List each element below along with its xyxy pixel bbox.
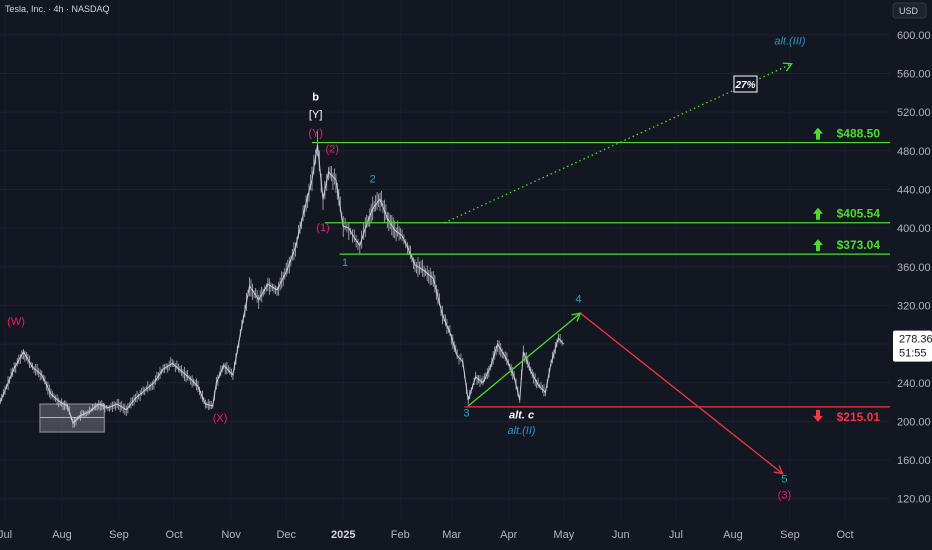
trend-line bbox=[467, 312, 581, 407]
x-tick-label: Mar bbox=[442, 529, 461, 541]
y-tick-label: 320.00 bbox=[897, 300, 931, 312]
x-tick-label: Sep bbox=[109, 529, 129, 541]
wave-labels: (W) (X) b [Y] (Y)(2) (1) 2 1 3 alt. c alt.(II) 4 5 (3… bbox=[7, 35, 806, 501]
currency-label: USD bbox=[899, 6, 919, 16]
wave-label: (W) bbox=[7, 316, 25, 328]
x-tick-label: Nov bbox=[221, 529, 241, 541]
y-tick-label: 160.00 bbox=[897, 455, 931, 467]
horizontal-levels[interactable]: $488.50 $405.54 $373.04 $215.01 bbox=[311, 127, 890, 424]
x-tick-label: Sep bbox=[780, 529, 800, 541]
wave-label: alt.(III) bbox=[774, 35, 806, 47]
y-tick-label: 560.00 bbox=[897, 68, 931, 80]
wave-label: alt.(II) bbox=[507, 425, 535, 437]
x-tick-label: Jun bbox=[612, 529, 630, 541]
wave-label: alt. c bbox=[509, 410, 534, 422]
arrow-up-icon bbox=[813, 239, 823, 252]
wave-label: 4 bbox=[575, 294, 581, 306]
symbol-title: Tesla, Inc. · 4h · NASDAQ bbox=[5, 4, 110, 14]
price-level-label: $373.04 bbox=[837, 238, 881, 252]
x-tick-label: Feb bbox=[391, 529, 410, 541]
wave-label: [Y] bbox=[309, 109, 322, 121]
arrow-up-icon bbox=[813, 127, 823, 140]
price-level-label: $488.50 bbox=[837, 127, 881, 141]
trend-arrowhead bbox=[782, 62, 793, 72]
wave-label: b bbox=[312, 92, 319, 104]
wave-label: 5 bbox=[781, 473, 787, 485]
current-price-tag: 278.36 51:55 bbox=[893, 330, 932, 362]
price-level-label: $405.54 bbox=[837, 207, 881, 221]
y-tick-label: 480.00 bbox=[897, 146, 931, 158]
wave-label: 1 bbox=[342, 257, 348, 269]
x-tick-label: May bbox=[553, 529, 574, 541]
trend-lines[interactable] bbox=[444, 62, 793, 475]
trend-line bbox=[444, 63, 793, 224]
y-tick-label: 600.00 bbox=[897, 30, 931, 42]
y-tick-label: 440.00 bbox=[897, 184, 931, 196]
price-axis-labels: 120.00 160.00 200.00 240.00 320.00 360.00 400.… bbox=[897, 30, 931, 506]
price-axis[interactable] bbox=[890, 0, 932, 520]
x-tick-label: Aug bbox=[52, 529, 72, 541]
wave-label: (3) bbox=[778, 490, 791, 502]
x-tick-label: Dec bbox=[276, 529, 296, 541]
trend-arrowhead bbox=[773, 465, 784, 475]
currency-badge[interactable] bbox=[892, 2, 927, 19]
x-tick-label: Oct bbox=[166, 529, 183, 541]
y-tick-label: 240.00 bbox=[897, 378, 931, 390]
time-axis-labels: Jul Aug Sep Oct Nov Dec 2025 Feb Mar Apr May Jun Jul… bbox=[0, 529, 854, 541]
y-tick-label: 400.00 bbox=[897, 223, 931, 235]
x-tick-label: Aug bbox=[723, 529, 743, 541]
percent-value: 27% bbox=[734, 80, 755, 91]
grid bbox=[0, 34, 890, 500]
price-series bbox=[0, 131, 565, 428]
arrow-down-icon bbox=[813, 409, 823, 422]
wave-label: (2) bbox=[325, 144, 338, 156]
y-tick-label: 200.00 bbox=[897, 416, 931, 428]
y-tick-label: 520.00 bbox=[897, 107, 931, 119]
trend-line bbox=[579, 312, 783, 475]
x-tick-label: Oct bbox=[837, 529, 854, 541]
price-level-label: $215.01 bbox=[837, 410, 881, 424]
bar-countdown: 51:55 bbox=[899, 348, 927, 360]
wave-label: 3 bbox=[463, 408, 469, 420]
x-tick-label: Jul bbox=[669, 529, 683, 541]
wave-label: 2 bbox=[370, 174, 376, 186]
percent-box: 27% bbox=[733, 75, 758, 93]
y-tick-label: 360.00 bbox=[897, 262, 931, 274]
wave-label: (X) bbox=[213, 412, 228, 424]
x-tick-label: Jul bbox=[0, 529, 12, 541]
wave-label: (1) bbox=[316, 222, 329, 234]
wave-label: (Y) bbox=[308, 127, 323, 139]
x-tick-label: 2025 bbox=[331, 529, 355, 541]
arrow-up-icon bbox=[813, 207, 823, 220]
x-tick-label: Apr bbox=[500, 529, 517, 541]
current-price: 278.36 bbox=[899, 334, 932, 346]
y-tick-label: 120.00 bbox=[897, 494, 931, 506]
